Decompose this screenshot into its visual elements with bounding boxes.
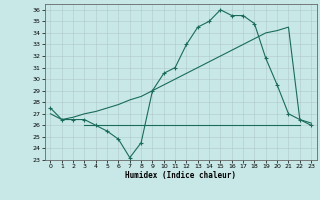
X-axis label: Humidex (Indice chaleur): Humidex (Indice chaleur) [125,171,236,180]
